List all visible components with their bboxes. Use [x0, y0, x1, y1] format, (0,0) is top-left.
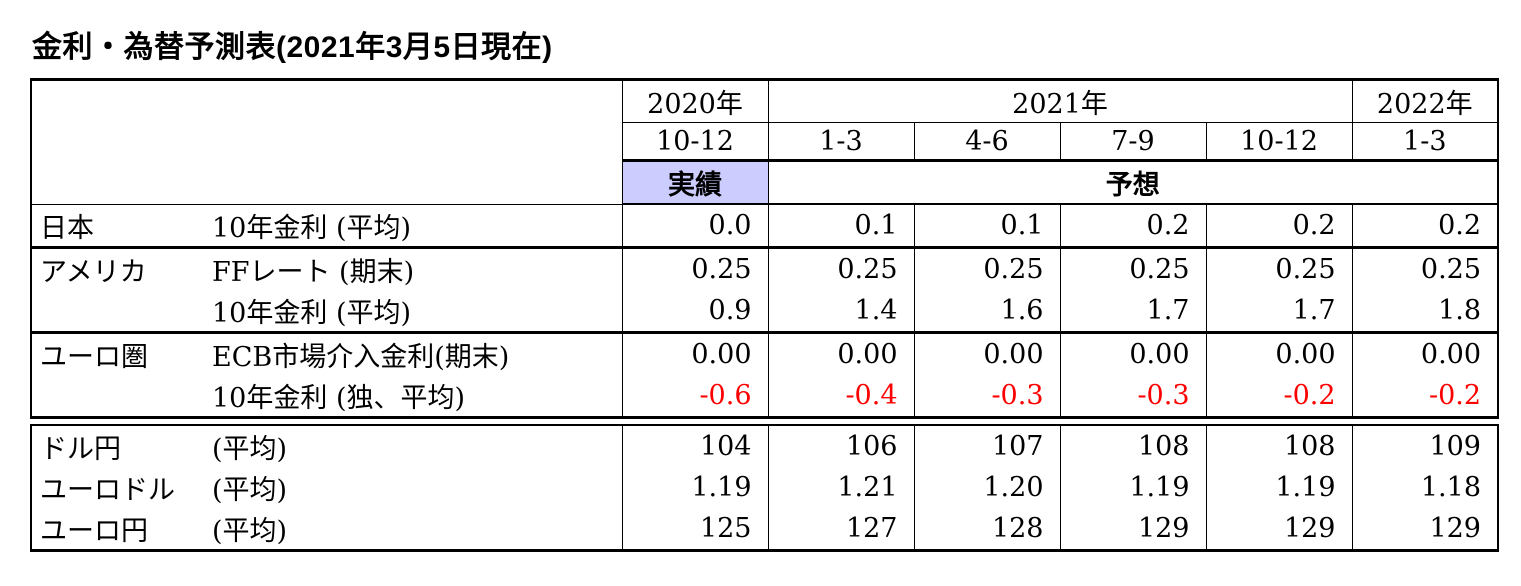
- value-cell: 127: [767, 508, 915, 551]
- value-cell: 0.00: [1351, 331, 1499, 375]
- quarter-header: 1-3: [1351, 122, 1499, 162]
- value-cell: 129: [1205, 508, 1353, 551]
- value-cell: 1.6: [913, 289, 1061, 334]
- value-cell: 129: [1059, 508, 1207, 551]
- value-cell: 1.18: [1351, 467, 1499, 508]
- rate-forecast-table: 2020年 2021年 2022年 10-12 1-3 4-6 7-9 10-1…: [30, 78, 1500, 419]
- value-cell-negative: -0.2: [1205, 374, 1353, 419]
- actual-badge: 実績: [621, 160, 769, 205]
- table-row-usdjpy: ドル円 (平均) 104 106 107 108 108 109: [30, 425, 1499, 467]
- row-label-cell: 10年金利 (平均): [30, 289, 623, 334]
- region-label: ユーロ圏: [40, 341, 148, 373]
- value-cell: 1.7: [1059, 289, 1207, 334]
- page-title: 金利・為替予測表(2021年3月5日現在): [32, 31, 553, 64]
- value-cell-negative: -0.3: [1059, 374, 1207, 419]
- quarter-header: 7-9: [1059, 122, 1207, 162]
- value-cell: 1.19: [621, 467, 769, 508]
- indicator-label: FFレート (期末): [212, 256, 415, 288]
- indicator-label: 10年金利 (独、平均): [212, 382, 466, 414]
- year-header-2021: 2021年: [767, 79, 1353, 123]
- quarter-header: 10-12: [621, 122, 769, 162]
- value-cell: 1.21: [767, 467, 915, 508]
- value-cell-negative: -0.3: [913, 374, 1061, 419]
- row-label-cell: 日本 10年金利 (平均): [30, 203, 623, 249]
- value-cell: 108: [1205, 425, 1353, 467]
- value-cell: 0.25: [1351, 246, 1499, 290]
- table-row-eurjpy: ユーロ円 (平均) 125 127 128 129 129 129: [30, 508, 1499, 551]
- value-cell: 1.4: [767, 289, 915, 334]
- row-label-cell: ユーロ圏 ECB市場介入金利(期末): [30, 331, 623, 375]
- year-header-2022: 2022年: [1351, 79, 1499, 123]
- value-cell: 0.2: [1351, 203, 1499, 249]
- value-cell: 1.19: [1205, 467, 1353, 508]
- table-row-us-ff: アメリカ FFレート (期末) 0.25 0.25 0.25 0.25 0.25 …: [30, 246, 1499, 290]
- value-cell-negative: -0.4: [767, 374, 915, 419]
- forecast-badge: 予想: [767, 160, 1499, 205]
- value-cell: 0.2: [1059, 203, 1207, 249]
- table-row-eurusd: ユーロドル (平均) 1.19 1.21 1.20 1.19 1.19 1.18: [30, 467, 1499, 508]
- quarter-header: 1-3: [767, 122, 915, 162]
- value-cell: 0.9: [621, 289, 769, 334]
- year-header-2020: 2020年: [621, 79, 769, 123]
- quarter-header: 4-6: [913, 122, 1061, 162]
- value-cell: 0.25: [1205, 246, 1353, 290]
- pair-label: ユーロドル: [40, 475, 175, 506]
- row-label-cell: ユーロドル (平均): [30, 467, 623, 508]
- table-row-japan-10y: 日本 10年金利 (平均) 0.0 0.1 0.1 0.2 0.2 0.2: [30, 203, 1499, 249]
- header-spacer-cell: [30, 79, 623, 205]
- region-label: 日本: [40, 212, 94, 244]
- indicator-label: (平均): [212, 475, 288, 506]
- value-cell-negative: -0.6: [621, 374, 769, 419]
- value-cell: 0.1: [767, 203, 915, 249]
- value-cell: 1.20: [913, 467, 1061, 508]
- row-label-cell: ドル円 (平均): [30, 425, 623, 467]
- indicator-label: 10年金利 (平均): [212, 297, 412, 329]
- value-cell: 0.00: [1205, 331, 1353, 375]
- fx-forecast-table: ドル円 (平均) 104 106 107 108 108 109 ユーロドル (平均…: [30, 424, 1499, 552]
- value-cell: 1.8: [1351, 289, 1499, 334]
- indicator-label: (平均): [212, 516, 288, 547]
- row-label-cell: 10年金利 (独、平均): [30, 374, 623, 419]
- value-cell: 0.00: [913, 331, 1061, 375]
- value-cell: 0.00: [767, 331, 915, 375]
- region-label: アメリカ: [40, 256, 147, 288]
- quarter-header: 10-12: [1205, 122, 1353, 162]
- value-cell: 0.00: [1059, 331, 1207, 375]
- indicator-label: (平均): [212, 434, 288, 465]
- indicator-label: ECB市場介入金利(期末): [212, 341, 510, 373]
- value-cell: 1.19: [1059, 467, 1207, 508]
- value-cell: 0.25: [1059, 246, 1207, 290]
- value-cell: 104: [621, 425, 769, 467]
- year-header-row: 2020年 2021年 2022年: [30, 79, 1499, 205]
- value-cell: 0.0: [621, 203, 769, 249]
- pair-label: ユーロ円: [40, 516, 148, 547]
- value-cell: 0.25: [767, 246, 915, 290]
- pair-label: ドル円: [40, 434, 121, 465]
- indicator-label: 10年金利 (平均): [212, 212, 412, 244]
- table-row-us-10y: 10年金利 (平均) 0.9 1.4 1.6 1.7 1.7 1.8: [30, 289, 1499, 334]
- value-cell: 0.1: [913, 203, 1061, 249]
- value-cell: 129: [1351, 508, 1499, 551]
- value-cell: 0.00: [621, 331, 769, 375]
- row-label-cell: アメリカ FFレート (期末): [30, 246, 623, 290]
- value-cell: 125: [621, 508, 769, 551]
- value-cell: 106: [767, 425, 915, 467]
- quarter-header-row: 10-12 1-3 4-6 7-9 10-12 1-3: [31, 122, 1499, 162]
- value-cell: 0.25: [913, 246, 1061, 290]
- value-cell: 108: [1059, 425, 1207, 467]
- value-cell-negative: -0.2: [1351, 374, 1499, 419]
- value-cell: 128: [913, 508, 1061, 551]
- table-row-euro-10y-germany: 10年金利 (独、平均) -0.6 -0.4 -0.3 -0.3 -0.2 -0…: [30, 374, 1499, 419]
- actual-forecast-row: 実績 予想: [31, 160, 1499, 205]
- value-cell: 107: [913, 425, 1061, 467]
- value-cell: 1.7: [1205, 289, 1353, 334]
- table-row-euro-ecb: ユーロ圏 ECB市場介入金利(期末) 0.00 0.00 0.00 0.00 0.…: [30, 331, 1499, 375]
- value-cell: 109: [1351, 425, 1499, 467]
- value-cell: 0.25: [621, 246, 769, 290]
- value-cell: 0.2: [1205, 203, 1353, 249]
- row-label-cell: ユーロ円 (平均): [30, 508, 623, 551]
